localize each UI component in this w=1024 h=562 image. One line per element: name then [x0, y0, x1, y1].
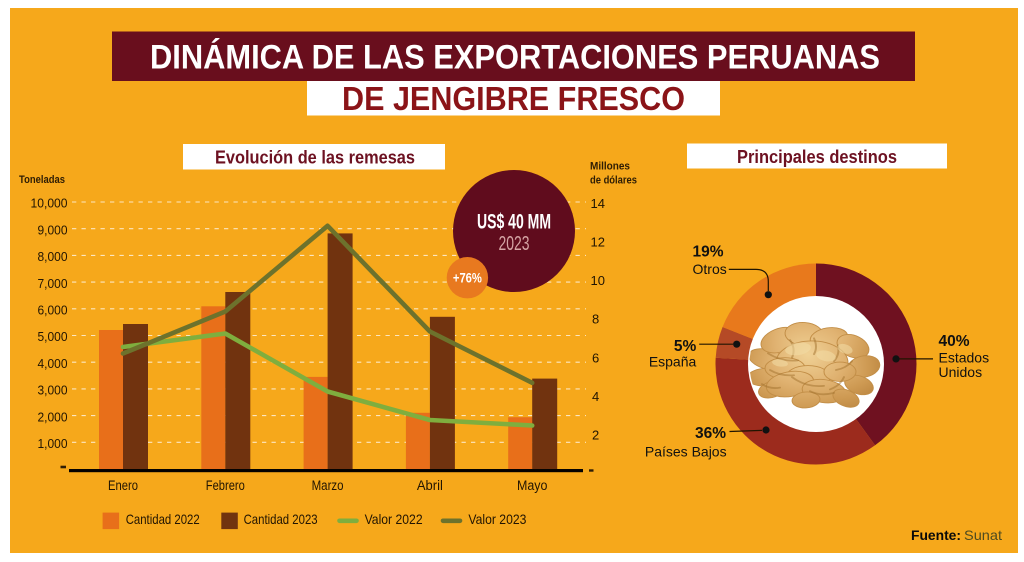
svg-text:19%: 19%: [693, 244, 724, 261]
svg-text:2: 2: [592, 427, 599, 442]
svg-text:5,000: 5,000: [38, 329, 68, 344]
svg-text:Cantidad 2023: Cantidad 2023: [244, 511, 318, 527]
svg-text:de dólares: de dólares: [590, 175, 637, 187]
svg-text:US$ 40 MM: US$ 40 MM: [477, 211, 551, 234]
svg-text:+76%: +76%: [453, 271, 482, 286]
svg-text:8,000: 8,000: [38, 249, 68, 264]
svg-text:Enero: Enero: [108, 478, 138, 493]
svg-text:Toneladas: Toneladas: [19, 174, 65, 186]
svg-text:DINÁMICA DE LAS EXPORTACIONES: DINÁMICA DE LAS EXPORTACIONES PERUANAS: [150, 39, 880, 77]
svg-text:5%: 5%: [674, 338, 697, 355]
svg-text:Fuente:: Fuente:: [911, 527, 961, 543]
svg-text:Marzo: Marzo: [312, 478, 344, 493]
svg-text:7,000: 7,000: [38, 276, 68, 291]
svg-text:6,000: 6,000: [38, 303, 68, 318]
svg-text:Estados: Estados: [939, 349, 990, 365]
svg-text:Unidos: Unidos: [939, 364, 983, 380]
svg-text:2,000: 2,000: [38, 409, 68, 424]
svg-text:Millones: Millones: [590, 161, 630, 173]
svg-text:Otros: Otros: [693, 261, 727, 277]
svg-text:España: España: [649, 354, 697, 370]
svg-text:12: 12: [591, 235, 605, 250]
svg-text:Principales destinos: Principales destinos: [737, 147, 897, 167]
svg-text:9,000: 9,000: [38, 222, 68, 237]
svg-text:10: 10: [591, 273, 605, 288]
svg-text:1,000: 1,000: [38, 436, 68, 451]
svg-text:Sunat: Sunat: [964, 527, 1002, 543]
svg-text:40%: 40%: [939, 333, 970, 350]
svg-text:Febrero: Febrero: [206, 478, 245, 493]
svg-text:Valor 2022: Valor 2022: [365, 511, 423, 527]
svg-text:4: 4: [592, 389, 599, 404]
svg-text:DE JENGIBRE FRESCO: DE JENGIBRE FRESCO: [342, 80, 685, 117]
svg-text:14: 14: [591, 196, 605, 211]
svg-text:6: 6: [592, 350, 599, 365]
svg-text:Valor 2023: Valor 2023: [468, 511, 526, 527]
svg-text:Cantidad 2022: Cantidad 2022: [126, 511, 200, 527]
svg-text:Abril: Abril: [417, 478, 443, 493]
svg-text:Países Bajos: Países Bajos: [645, 444, 727, 460]
svg-text:4,000: 4,000: [38, 356, 68, 371]
svg-text:8: 8: [592, 312, 599, 327]
svg-text:3,000: 3,000: [38, 383, 68, 398]
svg-text:36%: 36%: [695, 425, 726, 442]
svg-text:Evolución de las remesas: Evolución de las remesas: [215, 148, 415, 168]
svg-text:2023: 2023: [499, 233, 530, 255]
svg-text:10,000: 10,000: [31, 196, 68, 211]
svg-text:Mayo: Mayo: [517, 478, 548, 493]
